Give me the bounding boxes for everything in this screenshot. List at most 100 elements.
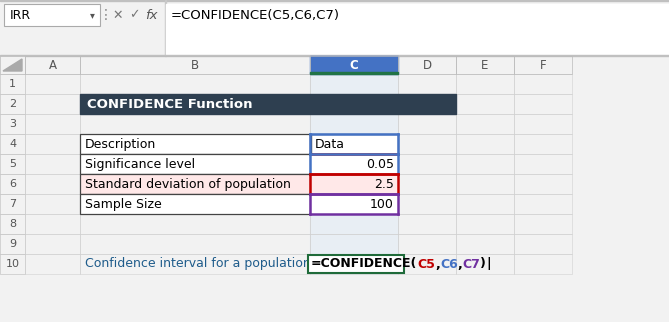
Bar <box>308 255 404 273</box>
Bar <box>310 254 398 274</box>
Bar <box>80 214 310 234</box>
Bar <box>80 94 456 114</box>
Text: 5: 5 <box>9 159 16 169</box>
Bar <box>80 174 310 194</box>
Bar <box>398 94 456 114</box>
Bar <box>25 154 80 174</box>
Text: E: E <box>481 59 488 71</box>
Bar <box>310 194 398 214</box>
Text: C6: C6 <box>440 258 458 270</box>
Bar <box>398 134 456 154</box>
Bar <box>80 56 310 74</box>
Text: 8: 8 <box>9 219 16 229</box>
Bar <box>398 254 456 274</box>
Text: 7: 7 <box>9 199 16 209</box>
Bar <box>166 4 669 26</box>
Bar <box>456 254 514 274</box>
Text: CONFIDENCE Function: CONFIDENCE Function <box>87 98 252 110</box>
Bar <box>310 134 311 154</box>
Bar <box>310 56 398 74</box>
Bar <box>80 194 310 214</box>
Bar <box>310 214 398 234</box>
Bar <box>25 214 80 234</box>
Bar <box>514 74 572 94</box>
Bar <box>0 0 669 1</box>
Bar <box>80 234 310 254</box>
Bar <box>25 254 80 274</box>
Bar <box>456 154 514 174</box>
Text: ,: , <box>436 258 440 270</box>
Text: 9: 9 <box>9 239 16 249</box>
Text: 100: 100 <box>370 197 394 211</box>
Bar <box>514 94 572 114</box>
Text: Sample Size: Sample Size <box>85 197 162 211</box>
Text: ): ) <box>480 258 486 270</box>
Bar <box>456 174 514 194</box>
Bar <box>398 154 456 174</box>
Bar <box>80 194 310 214</box>
Text: C7: C7 <box>462 258 480 270</box>
Bar <box>514 214 572 234</box>
Text: ,: , <box>458 258 462 270</box>
Bar <box>0 254 25 274</box>
Text: IRR: IRR <box>10 8 31 22</box>
Bar <box>0 74 25 94</box>
Bar <box>25 94 80 114</box>
Text: fx: fx <box>145 8 157 22</box>
Bar <box>514 154 572 174</box>
Bar <box>456 134 514 154</box>
Text: ⋮: ⋮ <box>99 8 113 22</box>
Bar <box>25 74 80 94</box>
Bar <box>398 174 456 194</box>
Bar <box>398 114 456 134</box>
Bar <box>25 174 80 194</box>
Bar <box>165 0 166 56</box>
Bar <box>25 234 80 254</box>
Bar <box>398 234 456 254</box>
Bar <box>310 94 398 114</box>
Text: A: A <box>48 59 56 71</box>
Text: 2.5: 2.5 <box>374 177 394 191</box>
Bar <box>80 134 398 154</box>
Polygon shape <box>3 59 22 71</box>
Bar <box>25 56 80 74</box>
Text: C5: C5 <box>417 258 436 270</box>
Bar <box>514 174 572 194</box>
Bar <box>80 114 310 134</box>
Bar <box>456 234 514 254</box>
Bar <box>166 26 669 55</box>
Bar <box>398 194 456 214</box>
Text: |: | <box>486 258 491 270</box>
Bar <box>514 194 572 214</box>
Bar <box>310 234 398 254</box>
Bar <box>0 56 25 74</box>
Text: 0.05: 0.05 <box>366 157 394 171</box>
Bar <box>310 72 398 74</box>
Bar <box>456 74 514 94</box>
Bar <box>310 174 398 194</box>
Bar <box>310 114 398 134</box>
Bar <box>80 94 310 114</box>
Bar <box>310 154 398 174</box>
Text: 10: 10 <box>5 259 19 269</box>
Text: ✓: ✓ <box>128 8 139 22</box>
Bar <box>80 74 310 94</box>
Text: C: C <box>350 59 359 71</box>
Bar <box>456 94 514 114</box>
Bar <box>310 74 398 274</box>
Bar <box>310 74 398 94</box>
Bar <box>456 194 514 214</box>
Bar <box>0 94 25 114</box>
Bar <box>0 134 25 154</box>
Text: 3: 3 <box>9 119 16 129</box>
Bar <box>456 56 514 74</box>
Text: 1: 1 <box>9 79 16 89</box>
Bar <box>514 234 572 254</box>
Bar <box>456 114 514 134</box>
Bar <box>0 194 25 214</box>
Text: D: D <box>422 59 432 71</box>
Bar <box>514 114 572 134</box>
Bar <box>4 4 100 26</box>
Text: Description: Description <box>85 137 157 150</box>
Bar <box>0 214 25 234</box>
